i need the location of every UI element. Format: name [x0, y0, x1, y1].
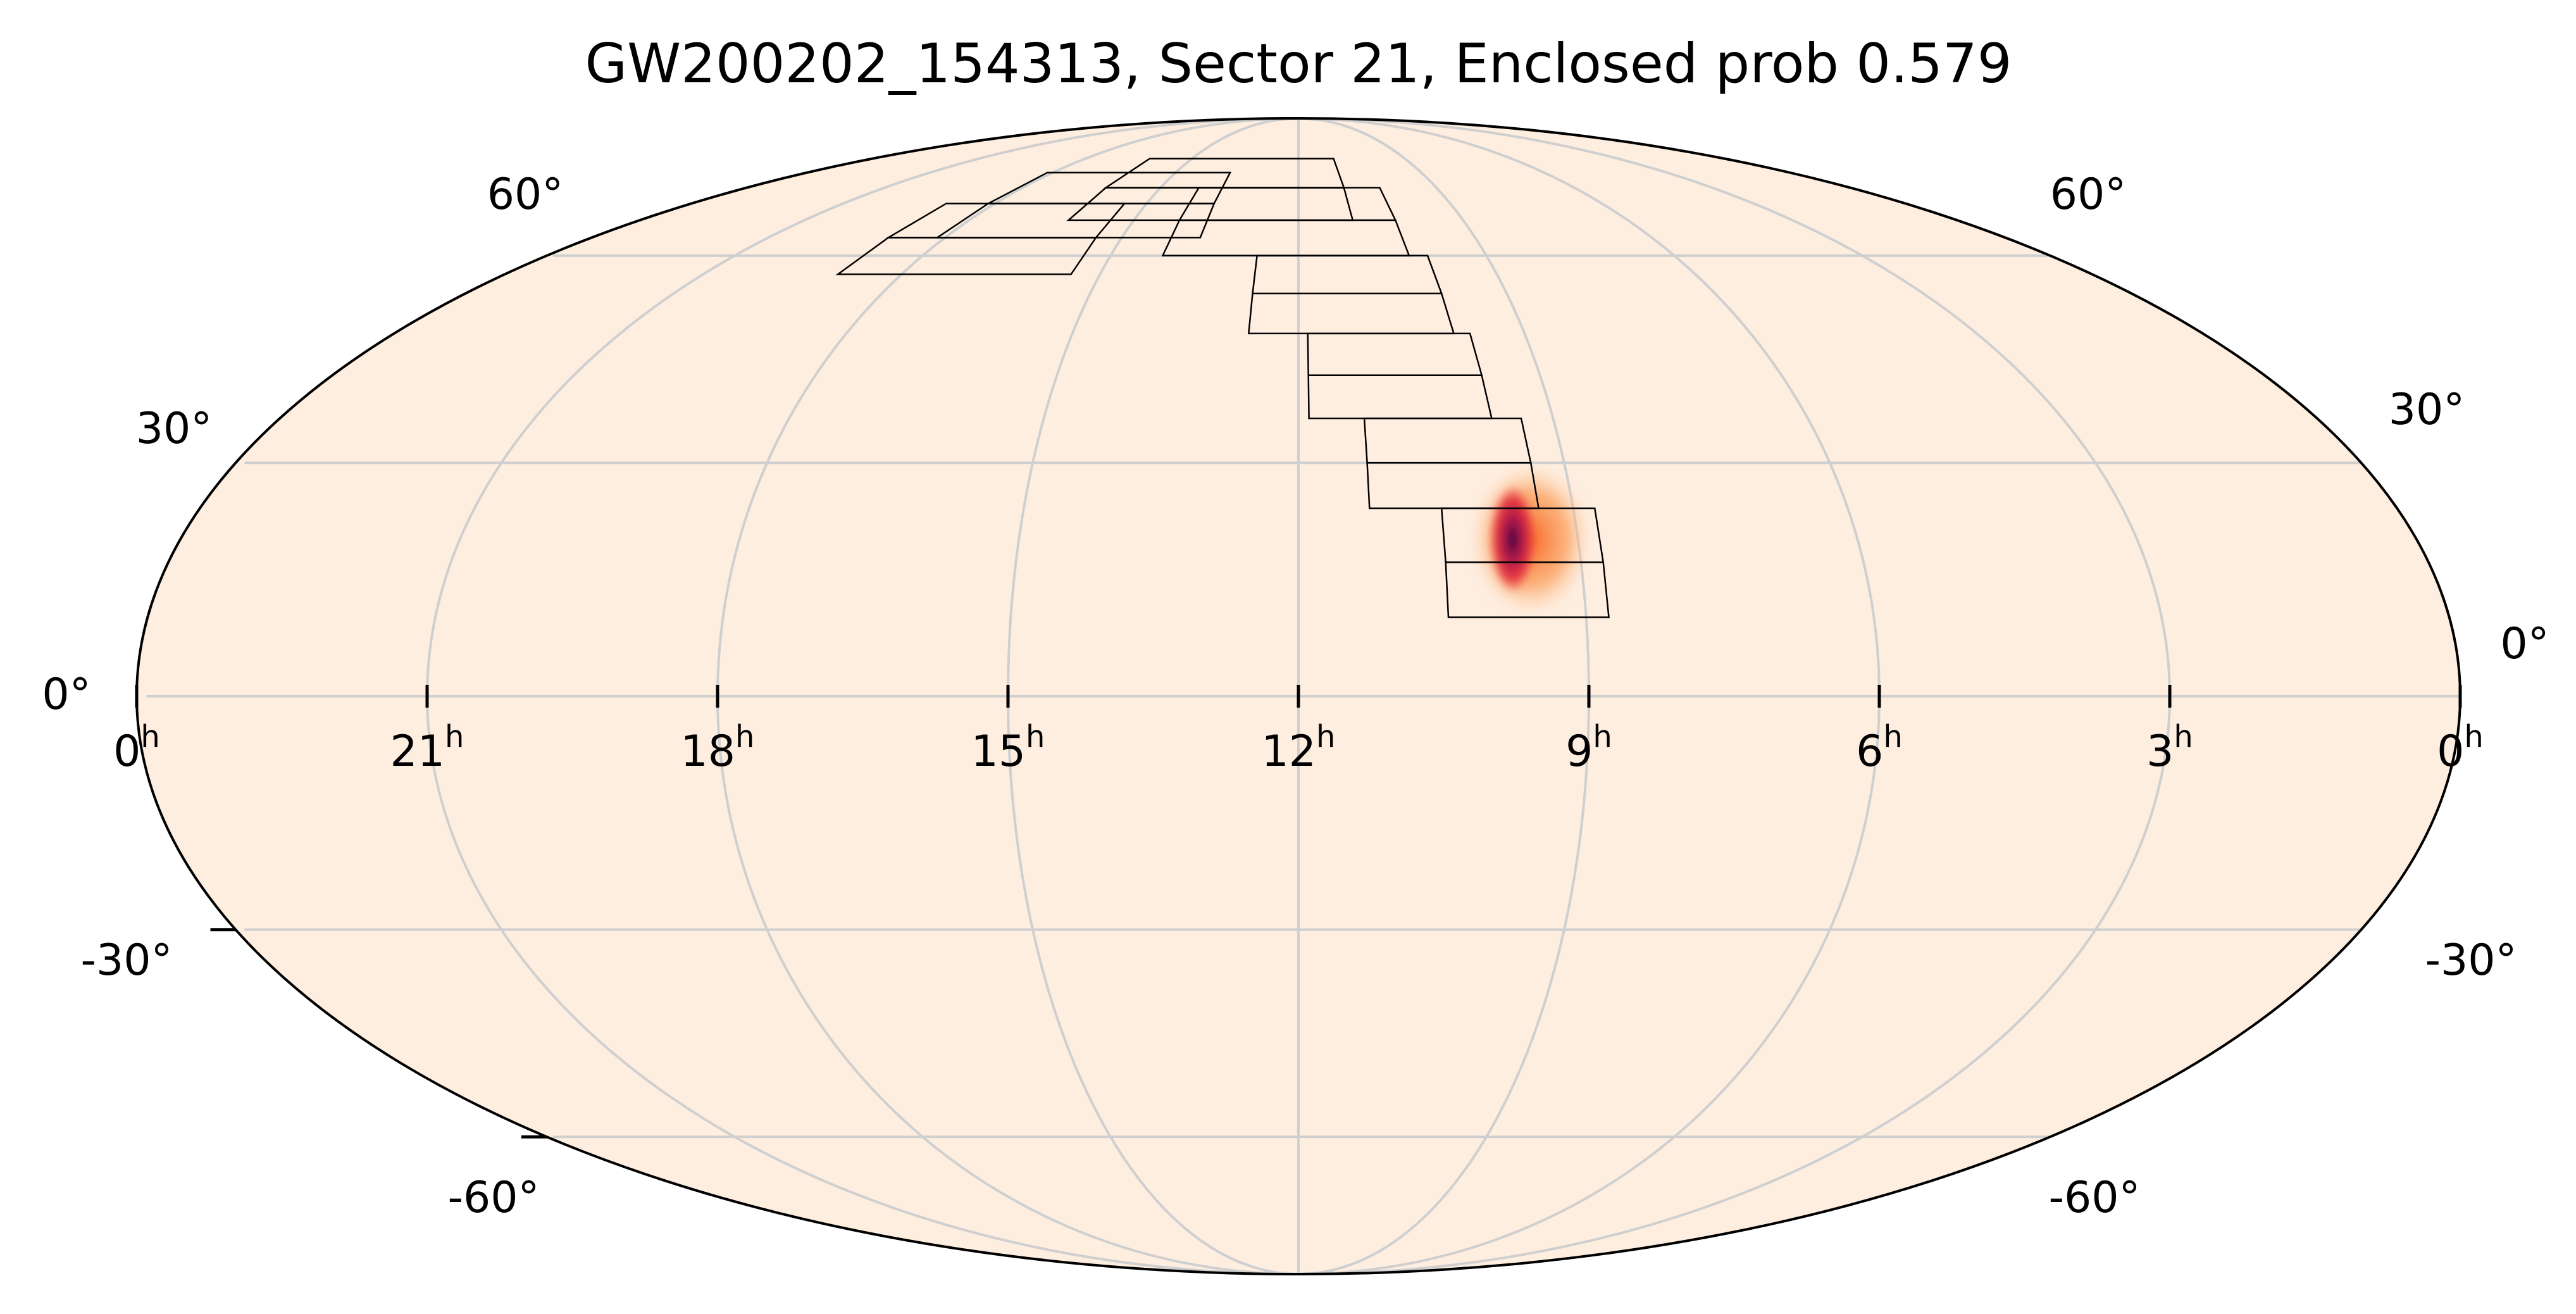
ra-tick-unit: h	[1026, 719, 1045, 754]
ra-tick-number: 0	[113, 727, 140, 777]
ccd-footprint-6-1	[988, 172, 1232, 204]
ra-tick-unit: h	[445, 719, 464, 754]
ccd-footprint-5-1	[1103, 158, 1345, 189]
dec-tick-label-right: 30°	[2389, 385, 2465, 435]
dec-tick-label-left: 30°	[136, 404, 213, 454]
ra-tick-unit: h	[140, 719, 159, 754]
ra-tick-unit: h	[2464, 719, 2483, 754]
axis-ticks	[135, 685, 2462, 1139]
axis-tick-labels: 0h 21h 18h 15h 12h 9h 6h 3h 0h60°30°0°-30°-60°60…	[42, 170, 2549, 1223]
ra-tick-number: 3	[2146, 727, 2174, 777]
chart-title: GW200202_154313, Sector 21, Enclosed pro…	[585, 32, 2012, 96]
ra-tick-label: 18h	[681, 719, 755, 777]
ra-tick-unit: h	[1593, 719, 1612, 754]
ra-tick-label: 3h	[2146, 719, 2193, 777]
dec-tick-label-right: 0°	[2500, 619, 2549, 669]
ra-tick-number: 12	[1262, 727, 1317, 777]
ra-tick-unit: h	[2174, 719, 2193, 754]
ra-tick-number: 0	[2437, 727, 2464, 777]
dec-tick-label-left: -60°	[447, 1173, 539, 1223]
ra-tick-unit: h	[1883, 719, 1902, 754]
ra-tick-label: 6h	[1856, 719, 1903, 777]
sector-footprint	[835, 158, 1610, 618]
ra-tick-unit: h	[1316, 719, 1335, 754]
ra-tick-unit: h	[735, 719, 754, 754]
ra-tick-label: 0h	[113, 719, 160, 777]
dec-tick-label-left: 0°	[42, 670, 90, 720]
ra-tick-number: 9	[1565, 727, 1593, 777]
ra-tick-label: 12h	[1262, 719, 1336, 777]
ra-tick-number: 21	[390, 727, 445, 777]
dec-tick-label-left: -30°	[80, 935, 172, 986]
ra-tick-number: 18	[681, 727, 736, 777]
probability-hotspot	[1469, 461, 1593, 616]
ra-tick-label: 15h	[971, 719, 1045, 777]
ra-tick-number: 15	[971, 727, 1026, 777]
ra-tick-label: 9h	[1565, 719, 1612, 777]
ra-tick-label: 0h	[2437, 719, 2484, 777]
dec-tick-label-right: 60°	[2050, 170, 2127, 220]
ra-tick-label: 21h	[390, 719, 464, 777]
ccd-footprint-7-1	[885, 203, 1126, 239]
dec-tick-label-right: -60°	[2048, 1173, 2140, 1223]
dec-tick-label-right: -30°	[2425, 935, 2517, 986]
dec-tick-label-left: 60°	[487, 170, 564, 220]
ra-tick-number: 6	[1856, 727, 1883, 777]
hotspot-core	[1490, 485, 1536, 594]
